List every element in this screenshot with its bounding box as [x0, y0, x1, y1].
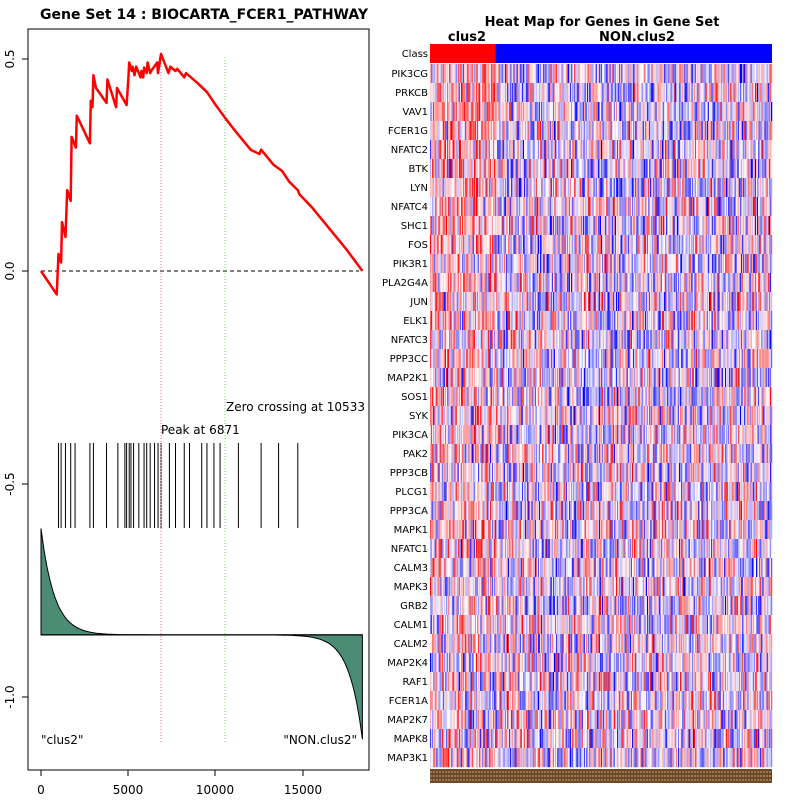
y-tick-0: -1.0	[3, 685, 28, 708]
heatmap-cell	[771, 330, 772, 349]
gsea-figure: Gene Set 14 : BIOCARTA_FCER1_PATHWAY Pea…	[0, 0, 800, 800]
x-tick-label: 15000	[284, 783, 322, 797]
x-tick-label: 0	[37, 783, 45, 797]
heatmap-row	[430, 216, 772, 235]
y-tick-2: 0.0	[3, 261, 28, 280]
heatmap-row	[430, 140, 772, 159]
heatmap-cell	[771, 216, 772, 235]
heatmap-row	[430, 121, 772, 140]
heatmap-cell	[771, 102, 772, 121]
heatmap-row	[430, 64, 772, 83]
enrichment-plot: Gene Set 14 : BIOCARTA_FCER1_PATHWAY Pea…	[3, 7, 369, 797]
heatmap-row	[430, 254, 772, 273]
x-tick-label: 10000	[196, 783, 234, 797]
heatmap-row	[430, 83, 772, 102]
heatmap-title: Heat Map for Genes in Gene Set	[485, 15, 720, 30]
y-tick-1: -0.5	[3, 472, 28, 495]
heatmap-row	[430, 178, 772, 197]
heatmap-row	[430, 292, 772, 311]
peak-label: Peak at 6871	[161, 423, 240, 437]
hit-ticks	[58, 443, 297, 528]
heatmap-cell	[771, 311, 772, 330]
heatmap-row	[430, 330, 772, 349]
y-tick-label: 0.5	[3, 49, 17, 68]
y-axis: -1.0 -0.5 0.0 0.5	[3, 49, 28, 708]
x-tick-3: 15000	[284, 770, 322, 797]
x-tick-2: 10000	[196, 770, 234, 797]
heatmap-cell	[771, 64, 772, 83]
heatmap-cell	[771, 178, 772, 197]
heatmap-cell	[771, 197, 772, 216]
class-bar-non-clus2	[495, 44, 772, 63]
x-axis: 0 5000 10000 15000	[37, 770, 322, 797]
class-label-clus2: clus2	[448, 30, 486, 45]
heatmap-cell	[771, 121, 772, 140]
heatmap-row	[430, 349, 772, 368]
heatmap-cell	[771, 273, 772, 292]
heatmap-cell	[771, 235, 772, 254]
zero-crossing-label: Zero crossing at 10533	[226, 400, 365, 414]
enrichment-score-line	[41, 54, 362, 295]
enrichment-plot-title: Gene Set 14 : BIOCARTA_FCER1_PATHWAY	[40, 7, 369, 23]
x-tick-1: 5000	[113, 770, 144, 797]
heatmap-cell	[771, 140, 772, 159]
class-label-non-clus2: NON.clus2	[599, 30, 675, 45]
heatmap-cell	[771, 254, 772, 273]
x-tick-label: 5000	[113, 783, 144, 797]
heatmap-row	[430, 102, 772, 121]
class-bar	[430, 44, 772, 63]
x-tick-0: 0	[37, 770, 45, 797]
class-bar-clus2	[430, 44, 495, 63]
class-row-label: Class	[402, 49, 428, 60]
heatmap-row	[430, 235, 772, 254]
heatmap: Heat Map for Genes in Gene Set clus2 NON…	[382, 15, 772, 783]
right-class-label: "NON.clus2"	[283, 733, 357, 747]
heatmap-row	[430, 311, 772, 330]
heatmap-cells	[430, 64, 772, 767]
heatmap-cell	[771, 292, 772, 311]
heatmap-row	[430, 197, 772, 216]
heatmap-cell	[771, 159, 772, 178]
left-class-label: "clus2"	[41, 733, 83, 747]
heatmap-row	[430, 273, 772, 292]
y-tick-label: 0.0	[3, 261, 17, 280]
heatmap-cell	[771, 83, 772, 102]
ranked-metric-polygon	[41, 529, 362, 740]
ranked-metric-area	[41, 529, 362, 740]
y-tick-3: 0.5	[3, 49, 28, 68]
heatmap-row	[430, 159, 772, 178]
y-tick-label: -1.0	[3, 685, 17, 708]
y-tick-label: -0.5	[3, 472, 17, 495]
